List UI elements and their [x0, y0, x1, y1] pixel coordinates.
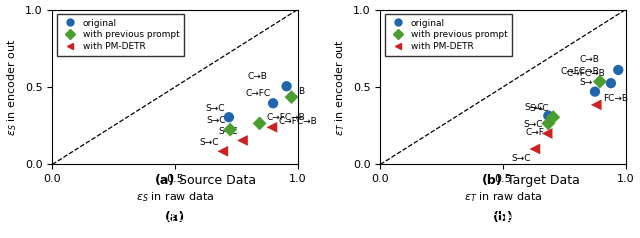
Text: C→FC→B: C→FC→B — [561, 67, 600, 76]
Point — [282, 84, 292, 88]
Legend: original, with previous prompt, with PM-DETR: original, with previous prompt, with PM-… — [57, 14, 184, 55]
Point — [591, 103, 602, 107]
Point — [595, 80, 605, 84]
Text: (a) Source Data: (a) Source Data — [125, 211, 224, 224]
Point — [590, 90, 600, 94]
X-axis label: $\varepsilon_S$ in raw data: $\varepsilon_S$ in raw data — [136, 190, 214, 203]
Text: S→C: S→C — [511, 154, 531, 163]
Text: (b): (b) — [483, 174, 503, 187]
Text: C→FC→B: C→FC→B — [266, 113, 305, 122]
Text: S→C: S→C — [524, 120, 543, 129]
Text: S→: S→ — [579, 79, 592, 88]
Text: C→FC: C→FC — [245, 89, 271, 98]
Text: C→FC→B: C→FC→B — [279, 117, 317, 126]
Point — [548, 115, 558, 119]
Text: S→C: S→C — [219, 127, 238, 136]
Point — [613, 68, 623, 72]
Text: S→C: S→C — [199, 138, 219, 147]
Text: (a): (a) — [165, 211, 185, 224]
Point — [543, 122, 554, 125]
Text: S→C: S→C — [205, 104, 225, 113]
Point — [267, 125, 277, 129]
Point — [218, 149, 228, 153]
Text: Source Data: Source Data — [175, 174, 256, 187]
Text: Target Data: Target Data — [503, 174, 580, 187]
Point — [606, 81, 616, 85]
Point — [225, 128, 236, 132]
Point — [224, 115, 234, 119]
Point — [542, 132, 552, 135]
Text: FC→B: FC→B — [603, 94, 628, 104]
Point — [286, 95, 296, 99]
Y-axis label: $\varepsilon_S$ in encoder out: $\varepsilon_S$ in encoder out — [6, 38, 19, 136]
Text: C→FC→B: C→FC→B — [566, 69, 605, 78]
Point — [237, 139, 248, 142]
X-axis label: $\varepsilon_T$ in raw data: $\varepsilon_T$ in raw data — [464, 190, 542, 203]
Text: S→C: S→C — [207, 116, 226, 125]
Legend: original, with previous prompt, with PM-DETR: original, with previous prompt, with PM-… — [385, 14, 512, 55]
Text: (a): (a) — [155, 174, 175, 187]
Point — [255, 122, 265, 125]
Y-axis label: $\varepsilon_T$ in encoder out: $\varepsilon_T$ in encoder out — [333, 39, 348, 136]
Text: C→F: C→F — [525, 128, 544, 137]
Text: C→B: C→B — [248, 72, 268, 81]
Text: S→C: S→C — [529, 104, 549, 113]
Point — [530, 147, 540, 151]
Point — [543, 114, 554, 118]
Text: B: B — [298, 87, 305, 96]
Text: S→C: S→C — [525, 103, 544, 111]
Text: (b) Target Data: (b) Target Data — [456, 211, 550, 224]
Point — [268, 101, 278, 105]
Text: C→B: C→B — [579, 55, 599, 64]
Text: (b): (b) — [493, 211, 513, 224]
